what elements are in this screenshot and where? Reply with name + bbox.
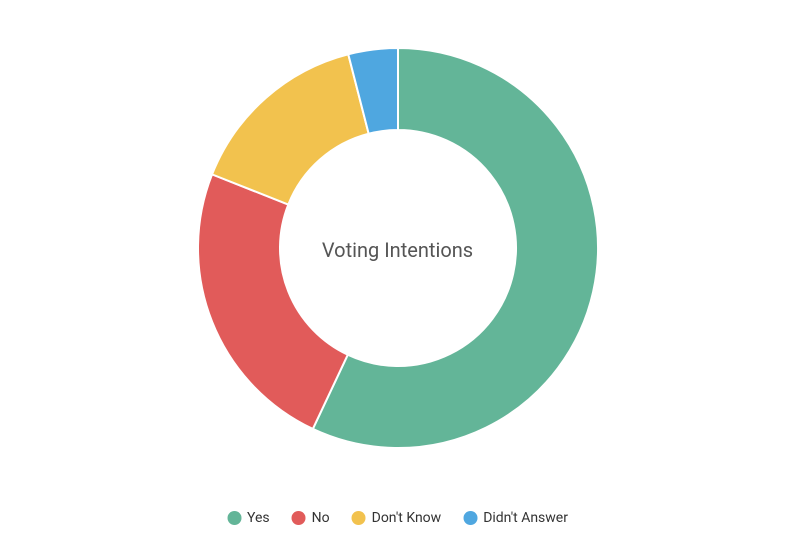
legend-swatch bbox=[463, 511, 477, 525]
legend-swatch bbox=[352, 511, 366, 525]
legend-item[interactable]: Didn't Answer bbox=[463, 510, 568, 526]
donut-chart-container: Voting Intentions Yes No Don't Know Didn't … bbox=[0, 0, 795, 544]
legend-label: Didn't Answer bbox=[483, 510, 568, 526]
legend-label: Don't Know bbox=[372, 510, 442, 526]
legend-swatch bbox=[292, 511, 306, 525]
legend-label: No bbox=[312, 510, 330, 526]
chart-title: Voting Intentions bbox=[322, 238, 473, 262]
legend-item[interactable]: Don't Know bbox=[352, 510, 442, 526]
legend-item[interactable]: Yes bbox=[227, 510, 270, 526]
legend: Yes No Don't Know Didn't Answer bbox=[227, 510, 568, 526]
legend-item[interactable]: No bbox=[292, 510, 330, 526]
legend-label: Yes bbox=[247, 510, 270, 526]
legend-swatch bbox=[227, 511, 241, 525]
donut-slice bbox=[212, 55, 369, 205]
donut-slice bbox=[198, 175, 348, 430]
